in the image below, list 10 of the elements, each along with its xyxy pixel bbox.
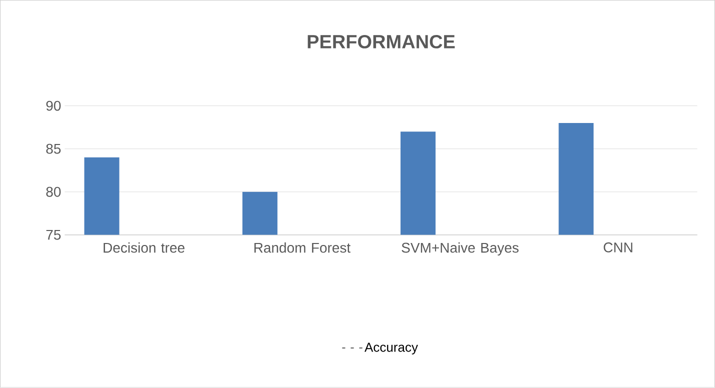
y-tick-label: 75 (46, 230, 61, 240)
text: Accuracy (364, 342, 418, 355)
y-tick-label: 80 (46, 187, 61, 197)
y-tick-label: 85 (46, 144, 61, 154)
y-tick-label: 90 (46, 100, 61, 111)
x-tick-label: CNN (604, 242, 632, 252)
x-tick-label: Random Forest (254, 242, 351, 253)
chart-title: PERFORMANCE (308, 35, 455, 49)
x-tick-label: Decision tree (104, 242, 184, 253)
x-tick-label: SVM+Naive Bayes (402, 242, 519, 256)
